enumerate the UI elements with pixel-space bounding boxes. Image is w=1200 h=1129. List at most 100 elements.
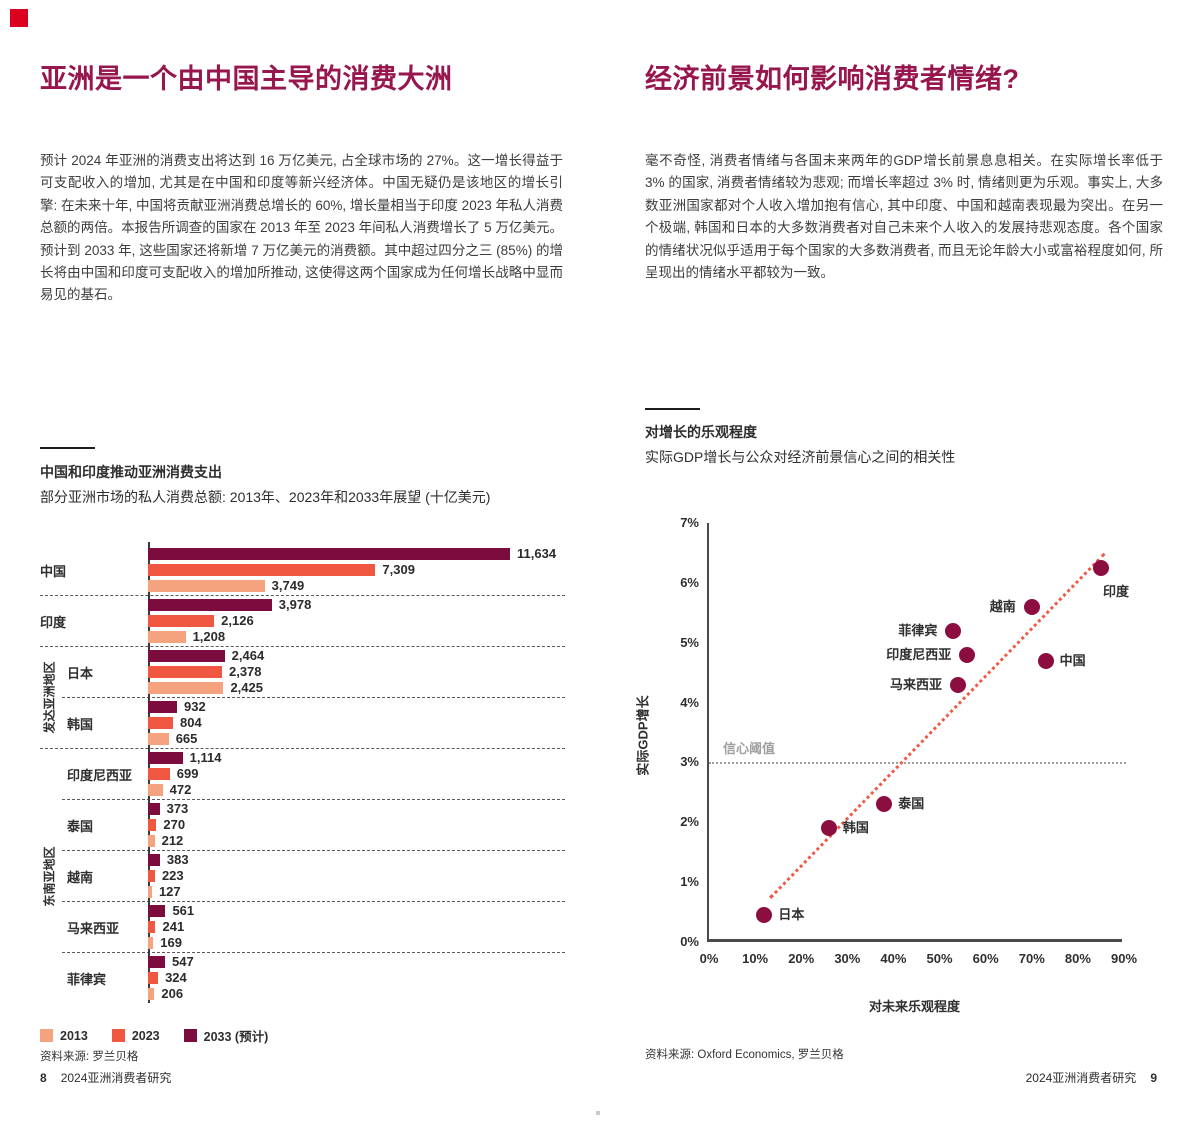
group-separator [62,901,565,902]
bar-2033 (预计) [148,854,160,866]
bar-area: 11,634 7,309 3,749 [148,547,565,592]
bar-group-日本: 日本 2,464 2,378 2,425 [40,647,565,697]
bar-row: 1,114 [148,750,565,765]
bar-row: 665 [148,731,565,746]
y-tick-0%: 0% [680,934,699,949]
legend-item-2013: 2013 [40,1029,88,1043]
bar-2013 [148,937,154,949]
bar-row: 241 [148,919,565,934]
x-tick-80%: 80% [1064,951,1091,966]
bar-row: 2,464 [148,648,565,663]
right-page-title: 经济前景如何影响消费者情绪? [645,64,1020,94]
bar-row: 169 [148,935,565,950]
bar-group-中国: 中国 11,634 7,309 3,749 [40,545,565,595]
bar-chart-subtitle: 部分亚洲市场的私人消费总额: 2013年、2023年和2033年展望 (十亿美元… [40,489,491,505]
bar-chart: 中国 11,634 7,309 3,749 印度 3,978 2,126 1,208 日本 2,4… [40,542,565,1003]
footer-left-text: 2024亚洲消费者研究 [60,1071,172,1085]
x-tick-20%: 20% [788,951,815,966]
bar-value: 1,208 [192,629,226,644]
bar-value: 223 [161,868,184,883]
bar-2033 (预计) [148,752,183,764]
legend-swatch [183,1029,197,1042]
bar-country-label: 日本 [67,665,94,681]
bar-country-label: 马来西亚 [67,920,120,936]
bar-area: 373 270 212 [148,801,565,848]
footer-left: 8 2024亚洲消费者研究 [40,1069,171,1086]
bar-value: 169 [160,935,182,950]
group-separator [40,748,565,749]
group-separator [62,850,565,851]
scatter-chart-rule [645,408,700,410]
bar-value: 3,978 [278,597,312,612]
bar-row: 561 [148,904,565,917]
bar-2023 [148,921,156,933]
bar-value: 665 [175,731,198,746]
scatter-point-印度尼西亚 [959,646,976,663]
scatter-point-中国 [1037,652,1054,669]
bar-country-label: 菲律宾 [67,971,107,987]
bar-value: 804 [180,715,202,730]
left-page-title: 亚洲是一个由中国主导的消费大洲 [40,64,453,94]
bar-value: 127 [158,884,181,899]
bar-value: 373 [166,801,189,816]
bar-row: 212 [148,833,565,848]
bar-area: 547 324 206 [148,955,565,1000]
right-body-paragraph: 毫不奇怪, 消费者情绪与各国未来两年的GDP增长前景息息相关。在实际增长率低于 … [645,153,1163,281]
bar-group-印度: 印度 3,978 2,126 1,208 [40,596,565,646]
bar-value: 241 [162,919,185,934]
bar-row: 223 [148,868,565,883]
group-separator [40,646,565,647]
bar-2033 (预计) [148,956,166,968]
bar-group-印度尼西亚: 印度尼西亚 1,114 699 472 [40,749,565,799]
bar-area: 1,114 699 472 [148,750,565,797]
bar-2023 [148,615,215,627]
x-tick-60%: 60% [972,951,999,966]
bar-country-label: 泰国 [67,818,94,834]
bar-country-label: 印度 [40,614,67,630]
scatter-point-马来西亚 [950,676,966,693]
bar-2013 [148,835,155,847]
page-number-left: 8 [40,1071,47,1085]
bar-group-马来西亚: 马来西亚 561 241 169 [40,902,565,952]
bar-2033 (预计) [148,599,272,611]
bar-row: 2,126 [148,614,565,627]
bar-2033 (预计) [148,803,160,815]
bar-value: 324 [165,970,187,985]
bar-area: 383 223 127 [148,853,565,899]
bar-area: 3,978 2,126 1,208 [148,597,565,644]
group-separator [62,799,565,800]
bar-2033 (预计) [148,905,166,917]
bar-value: 1,114 [189,750,222,765]
region-label-东南亚地区: 东南亚地区 [42,845,57,907]
bar-value: 2,378 [228,664,262,679]
y-tick-5%: 5% [680,634,699,650]
scatter-chart-title: 对增长的乐观程度 [645,424,757,440]
bar-chart-legend: 2013 2023 2033 (预计) [40,1026,268,1045]
bar-2023 [148,666,222,678]
bar-row: 270 [148,817,565,832]
bar-2013 [148,682,224,694]
scatter-point-日本 [756,907,773,924]
bar-area: 932 804 665 [148,700,565,746]
bar-group-菲律宾: 菲律宾 547 324 206 [40,953,565,1003]
bar-value: 212 [161,833,184,848]
scatter-point-label-越南: 越南 [989,598,1016,614]
bar-2013 [148,988,155,1000]
y-tick-2%: 2% [680,814,699,830]
bar-group-韩国: 韩国 932 804 665 [40,698,565,748]
group-separator [62,697,565,698]
bar-value: 270 [163,817,186,832]
x-tick-10%: 10% [742,951,769,966]
confidence-threshold-line [709,762,1126,765]
bar-value: 472 [169,782,192,797]
scatter-plot: 0% 1% 2% 3% 4% 5% 6% 7% 0% 10% 20% 30% 40% 50% 60% 70% 8… [680,515,1137,966]
bar-country-label: 印度尼西亚 [67,767,133,783]
scatter-y-axis-label: 实际GDP增长 [635,694,651,776]
trend-line [768,552,1106,900]
bar-value: 2,464 [231,648,265,663]
scatter-point-label-印度尼西亚: 印度尼西亚 [886,646,952,662]
x-tick-90%: 90% [1110,951,1138,966]
bar-2013 [148,733,169,745]
bar-row: 3,749 [148,579,565,592]
scatter-point-label-泰国: 泰国 [898,796,925,812]
